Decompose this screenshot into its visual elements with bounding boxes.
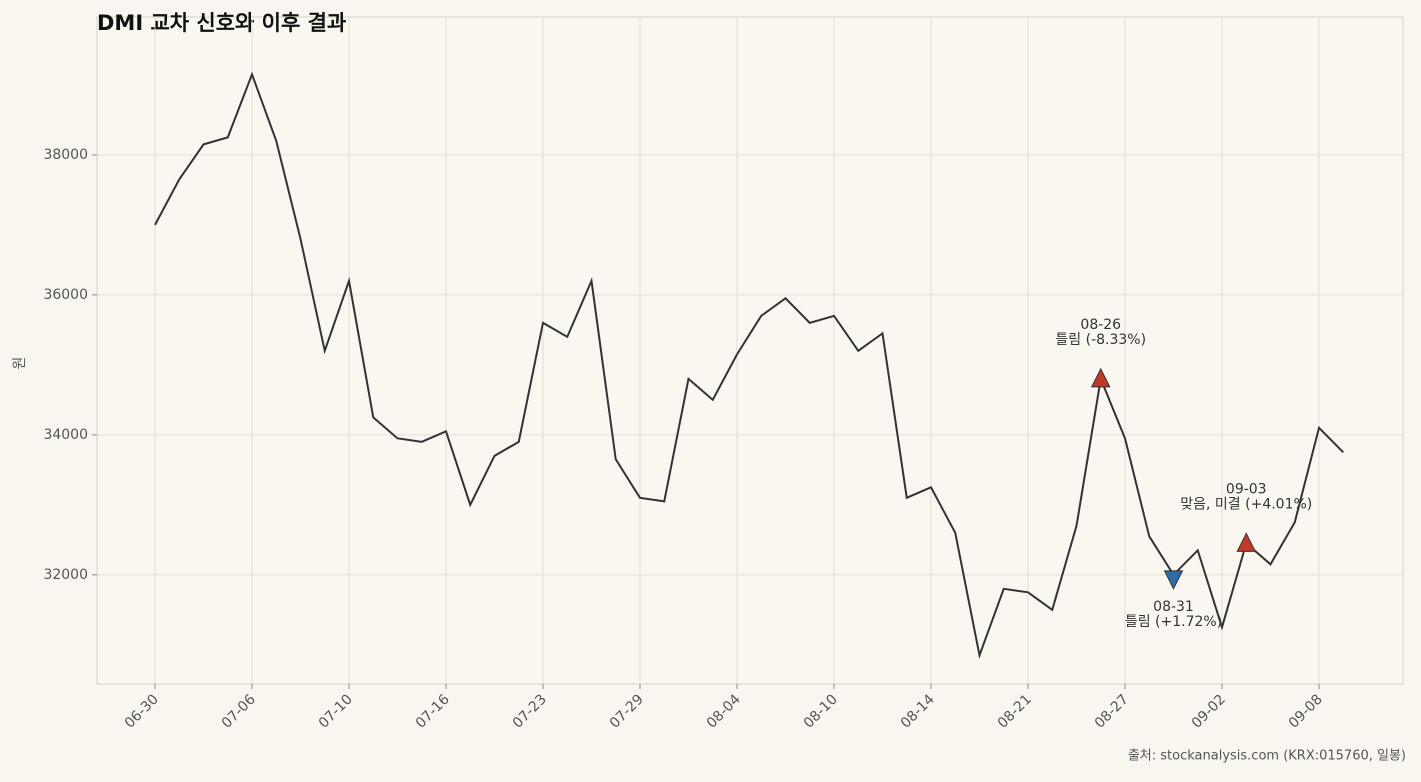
plot-area	[96, 16, 1404, 685]
y-tick-label: 36000	[43, 287, 88, 303]
x-tick-label: 07-16	[413, 691, 453, 731]
price-line	[154, 71, 1344, 660]
source-note: 출처: stockanalysis.com (KRX:015760, 일봉)	[1128, 749, 1406, 764]
x-tick-label: 06-30	[122, 692, 162, 732]
x-tick-label: 08-04	[704, 691, 744, 731]
signal-marker	[1236, 532, 1257, 552]
x-tick-label: 08-14	[898, 691, 938, 731]
annotation-date: 08-26	[1080, 317, 1121, 333]
annotation-text: 맞음, 미결 (+4.01%)	[1180, 496, 1312, 512]
signal-marker	[1090, 367, 1111, 388]
y-tick-label: 38000	[43, 147, 88, 163]
y-tick-label: 32000	[43, 567, 88, 583]
signal-marker	[1163, 570, 1184, 590]
x-tick-label: 08-27	[1092, 692, 1132, 732]
x-tick-label: 07-06	[219, 691, 259, 731]
x-tick-label: 08-10	[801, 692, 841, 732]
x-tick-label: 07-23	[510, 692, 550, 732]
chart-title: DMI 교차 신호와 이후 결과	[97, 11, 346, 35]
y-tick-label: 34000	[43, 427, 88, 443]
x-tick-label: 07-29	[607, 692, 647, 732]
annotation-date: 09-03	[1226, 481, 1267, 497]
y-axis-label: 원	[12, 357, 28, 370]
x-tick-label: 08-21	[995, 692, 1035, 732]
x-tick-label: 07-10	[316, 692, 356, 732]
annotation-date: 08-31	[1153, 599, 1194, 615]
x-tick-label: 09-08	[1286, 692, 1326, 732]
x-tick-label: 09-02	[1189, 692, 1229, 732]
annotation-text: 틀림 (-8.33%)	[1055, 332, 1146, 348]
annotation-text: 틀림 (+1.72%)	[1125, 614, 1222, 630]
